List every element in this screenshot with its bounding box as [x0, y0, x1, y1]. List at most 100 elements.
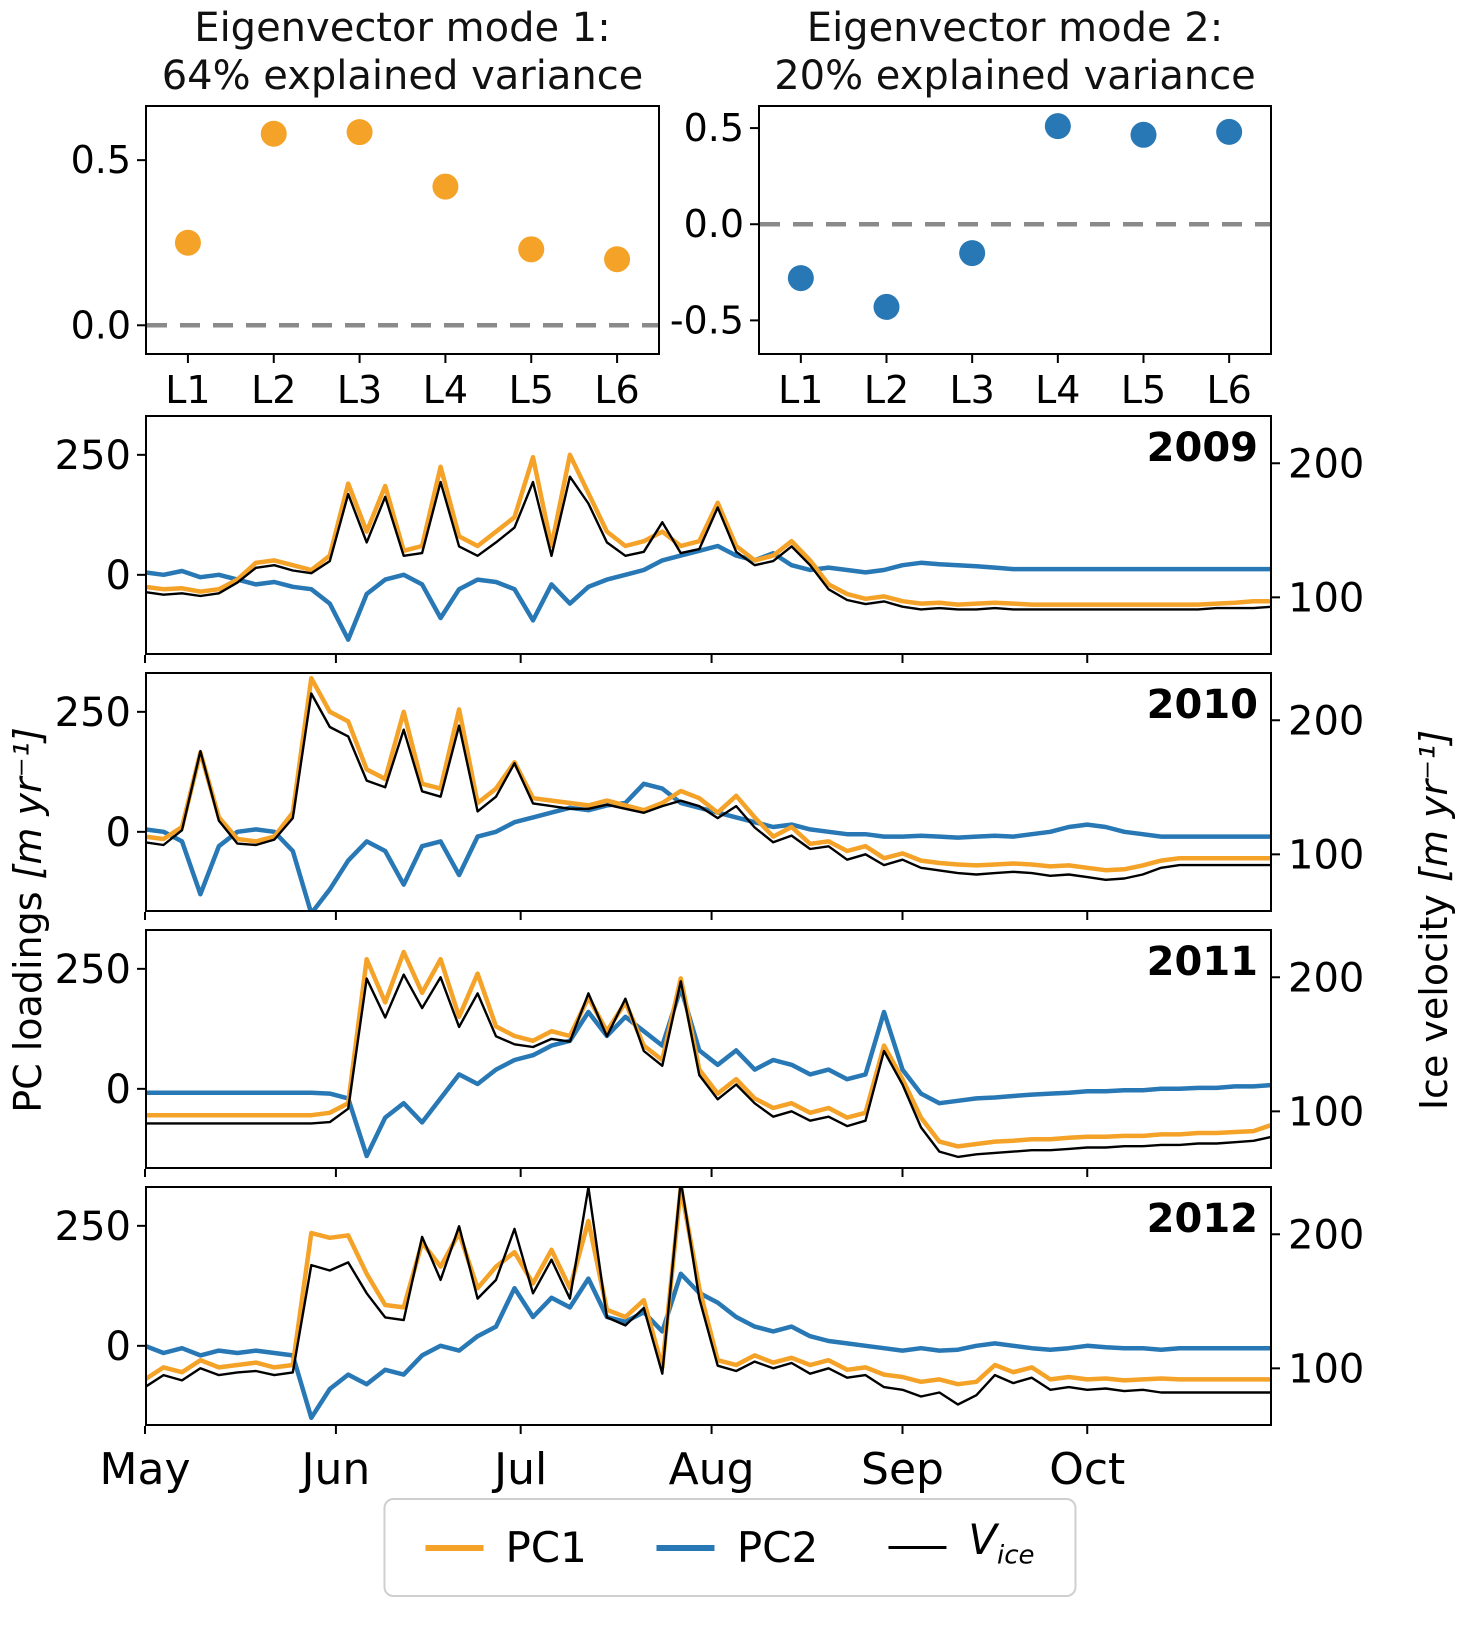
- svg-text:200: 200: [1288, 1212, 1364, 1258]
- pc1-line: [145, 1186, 1272, 1387]
- svg-text:L6: L6: [594, 368, 639, 412]
- pc1-line: [145, 452, 1272, 607]
- title-mode2-line1: Eigenvector mode 2:: [806, 5, 1224, 51]
- pc1-line-swatch: [425, 1544, 484, 1551]
- svg-text:L3: L3: [949, 368, 994, 412]
- svg-text:L6: L6: [1206, 368, 1251, 412]
- loading-dot: [873, 293, 900, 320]
- timeseries-panel-2009: 250 0 200 100 2009: [55, 415, 1364, 663]
- scatter-title-mode1: Eigenvector mode 1: 64% explained varian…: [145, 4, 660, 100]
- scatter-plot-mode1: L1 L2 L3 L4 L5 L6 0.5 0.0: [71, 105, 660, 412]
- svg-text:0.5: 0.5: [71, 138, 131, 182]
- loading-dot: [518, 236, 545, 263]
- svg-text:0: 0: [106, 1324, 131, 1370]
- plot-border: [145, 415, 1272, 655]
- scatter-plot-mode2: L1 L2 L3 L4 L5 L6 0.5 0.0 -0.5: [670, 105, 1272, 412]
- svg-text:Sep: Sep: [861, 1444, 944, 1495]
- svg-text:250: 250: [55, 1204, 131, 1250]
- legend: PC1 PC2 Vice: [383, 1498, 1077, 1598]
- svg-text:L3: L3: [337, 368, 382, 412]
- svg-text:0: 0: [106, 553, 131, 599]
- loading-dot: [174, 229, 201, 256]
- timeseries-panel-2010: 250 0 200 100 2010: [55, 672, 1364, 920]
- svg-text:Aug: Aug: [669, 1444, 755, 1495]
- plot-border: [758, 105, 1272, 355]
- svg-text:2011: 2011: [1147, 939, 1258, 985]
- legend-item-vice: Vice: [888, 1518, 1035, 1577]
- ylabel-right-units: [m yr⁻¹]: [1412, 729, 1456, 882]
- pc1-line: [145, 949, 1272, 1149]
- svg-text:200: 200: [1288, 698, 1364, 744]
- pc1-line: [145, 675, 1272, 873]
- plot-border: [145, 929, 1272, 1169]
- plot-border: [145, 1186, 1272, 1426]
- svg-text:Oct: Oct: [1049, 1444, 1125, 1495]
- pc2-line: [145, 1271, 1272, 1421]
- loading-dot: [1216, 118, 1243, 145]
- legend-item-pc1: PC1: [425, 1525, 587, 1570]
- svg-text:L4: L4: [423, 368, 468, 412]
- svg-text:2009: 2009: [1147, 425, 1258, 471]
- vice-line: [145, 475, 1272, 611]
- svg-text:May: May: [100, 1444, 191, 1495]
- svg-text:250: 250: [55, 433, 131, 479]
- y-axis-label-left: PC loadings [m yr⁻¹]: [4, 370, 52, 1470]
- svg-text:-0.5: -0.5: [670, 298, 744, 342]
- loading-dot: [1130, 121, 1157, 148]
- title-mode2-line2: 20% explained variance: [774, 53, 1256, 99]
- svg-text:0.0: 0.0: [684, 202, 744, 246]
- svg-text:L4: L4: [1035, 368, 1080, 412]
- svg-text:L2: L2: [864, 368, 909, 412]
- loading-dot: [346, 119, 373, 146]
- svg-text:100: 100: [1288, 1346, 1364, 1392]
- title-mode1-line2: 64% explained variance: [161, 53, 644, 99]
- svg-text:250: 250: [55, 947, 131, 993]
- svg-text:100: 100: [1288, 832, 1364, 878]
- loading-dot: [787, 265, 814, 292]
- svg-text:L5: L5: [509, 368, 554, 412]
- vice-line: [145, 1186, 1272, 1406]
- svg-text:L5: L5: [1121, 368, 1166, 412]
- ylabel-left-units: [m yr⁻¹]: [6, 727, 50, 880]
- timeseries-panel-2012: 250 0 200 100 2012 May Jun Jul Aug Sep Oct: [55, 1186, 1364, 1495]
- svg-text:0.5: 0.5: [684, 106, 744, 150]
- legend-label-pc2: PC2: [736, 1522, 819, 1572]
- loading-dot: [604, 246, 631, 273]
- plot-border: [145, 105, 660, 355]
- svg-text:Jun: Jun: [299, 1444, 371, 1495]
- svg-text:200: 200: [1288, 441, 1364, 487]
- vice-line: [145, 973, 1272, 1159]
- loading-dot: [260, 120, 287, 147]
- loading-dot: [1044, 113, 1071, 140]
- svg-text:100: 100: [1288, 575, 1364, 621]
- svg-text:250: 250: [55, 690, 131, 736]
- pc2-line: [145, 543, 1272, 642]
- legend-item-pc2: PC2: [656, 1522, 819, 1572]
- svg-text:L1: L1: [165, 368, 210, 412]
- vice-line-swatch: [888, 1546, 947, 1550]
- svg-text:L2: L2: [251, 368, 296, 412]
- svg-text:Jul: Jul: [491, 1444, 547, 1495]
- pc2-line-swatch: [656, 1544, 715, 1551]
- svg-text:2012: 2012: [1147, 1196, 1258, 1242]
- scatter-title-mode2: Eigenvector mode 2: 20% explained varian…: [758, 4, 1272, 100]
- pc2-line: [145, 781, 1272, 912]
- svg-text:100: 100: [1288, 1089, 1364, 1135]
- timeseries-panel-2011: 250 0 200 100 2011: [55, 929, 1364, 1177]
- ylabel-right-text: Ice velocity: [1412, 882, 1456, 1111]
- svg-text:0.0: 0.0: [71, 303, 131, 347]
- ylabel-left-text: PC loadings: [6, 879, 50, 1113]
- svg-text:L1: L1: [778, 368, 823, 412]
- svg-text:200: 200: [1288, 955, 1364, 1001]
- loading-dot: [432, 173, 459, 200]
- plot-border: [145, 672, 1272, 912]
- svg-text:0: 0: [106, 810, 131, 856]
- vice-line: [145, 692, 1272, 882]
- y-axis-label-right: Ice velocity [m yr⁻¹]: [1410, 370, 1458, 1470]
- pc2-line: [145, 985, 1272, 1159]
- title-mode1-line1: Eigenvector mode 1:: [194, 5, 611, 51]
- loading-dot: [959, 240, 986, 267]
- svg-text:2010: 2010: [1147, 682, 1258, 728]
- svg-text:0: 0: [106, 1067, 131, 1113]
